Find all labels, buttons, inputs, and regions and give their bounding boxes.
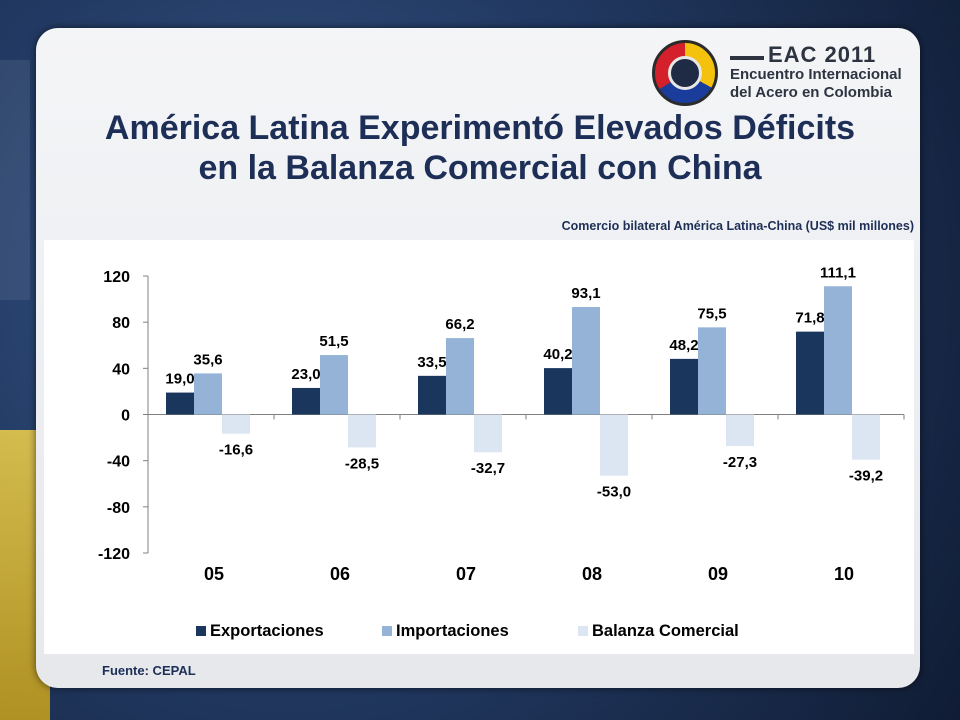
y-tick-label: 80 xyxy=(112,315,130,332)
data-label: 33,5 xyxy=(417,354,446,371)
slide-title-line2: en la Balanza Comercial con China xyxy=(198,149,762,187)
y-tick-label: 0 xyxy=(121,408,130,425)
x-tick-label: 05 xyxy=(204,564,224,584)
data-label: 48,2 xyxy=(669,337,698,354)
slide-title: América Latina Experimentó Elevados Défi… xyxy=(50,108,910,188)
y-tick-label: 40 xyxy=(112,361,130,378)
bar-exportaciones xyxy=(292,387,320,415)
data-label: 111,1 xyxy=(820,264,856,281)
bar-exportaciones xyxy=(670,358,698,415)
slide-title-line1: América Latina Experimentó Elevados Défi… xyxy=(104,109,856,147)
data-label: 51,5 xyxy=(319,333,348,350)
legend-swatch-importaciones xyxy=(382,626,392,636)
bar-importaciones xyxy=(824,286,852,415)
bar-exportaciones xyxy=(796,331,824,415)
x-tick-label: 10 xyxy=(834,564,854,584)
event-logo: EAC 2011 Encuentro Internacional del Ace… xyxy=(648,36,918,108)
data-label: 35,6 xyxy=(193,351,222,368)
bar-exportaciones xyxy=(544,368,572,415)
bar-importaciones xyxy=(194,373,222,415)
x-tick-label: 09 xyxy=(708,564,728,584)
bar-importaciones xyxy=(446,338,474,415)
bar-balanza-comercial xyxy=(222,414,250,434)
source-note: Fuente: CEPAL xyxy=(102,663,196,678)
data-label: 66,2 xyxy=(445,316,474,333)
data-label: 71,8 xyxy=(795,310,824,327)
logo-subtitle-2: del Acero en Colombia xyxy=(730,84,892,101)
logo-bar xyxy=(730,56,764,60)
data-label: 23,0 xyxy=(291,366,320,383)
y-tick-label: 120 xyxy=(103,269,130,286)
logo-emblem-center xyxy=(668,56,702,90)
legend-swatch-balanza-comercial xyxy=(578,626,588,636)
x-tick-label: 08 xyxy=(582,564,602,584)
data-label: 19,0 xyxy=(165,371,194,388)
bar-chart: 120 80 40 0 -40 -80 -120 19,0 35,6 -16,6 05 23,0 51,… xyxy=(98,264,905,640)
legend-swatch-exportaciones xyxy=(196,626,206,636)
bar-balanza-comercial xyxy=(852,414,880,460)
bar-exportaciones xyxy=(418,375,446,415)
legend-label: Balanza Comercial xyxy=(592,622,739,640)
legend-label: Importaciones xyxy=(396,622,509,640)
data-label: -16,6 xyxy=(219,442,253,459)
logo-subtitle-1: Encuentro Internacional xyxy=(730,66,902,83)
y-tick-label: -120 xyxy=(98,546,130,563)
y-tick-label: -40 xyxy=(107,454,130,471)
bar-balanza-comercial xyxy=(600,414,628,476)
chart-subtitle: Comercio bilateral América Latina-China … xyxy=(561,219,914,233)
bar-importaciones xyxy=(572,307,600,415)
data-label: -28,5 xyxy=(345,455,379,472)
legend-label: Exportaciones xyxy=(210,622,324,640)
x-tick-label: 06 xyxy=(330,564,350,584)
bar-importaciones xyxy=(698,327,726,415)
data-label: -53,0 xyxy=(597,484,631,501)
y-tick-label: -80 xyxy=(107,500,130,517)
bar-exportaciones xyxy=(166,392,194,415)
data-label: 75,5 xyxy=(697,305,726,322)
logo-emblem xyxy=(652,40,718,106)
data-label: 40,2 xyxy=(543,346,572,363)
chart-area: 120 80 40 0 -40 -80 -120 19,0 35,6 -16,6 05 23,0 51,… xyxy=(44,240,914,654)
data-label: -27,3 xyxy=(723,454,757,471)
bar-balanza-comercial xyxy=(348,414,376,448)
background-stripe xyxy=(0,60,30,300)
logo-title: EAC 2011 xyxy=(768,42,877,67)
x-tick-label: 07 xyxy=(456,564,476,584)
data-label: -39,2 xyxy=(849,468,883,485)
bar-balanza-comercial xyxy=(726,414,754,447)
data-label: 93,1 xyxy=(571,285,600,302)
bar-importaciones xyxy=(320,355,348,415)
bar-balanza-comercial xyxy=(474,414,502,453)
data-label: -32,7 xyxy=(471,460,505,477)
